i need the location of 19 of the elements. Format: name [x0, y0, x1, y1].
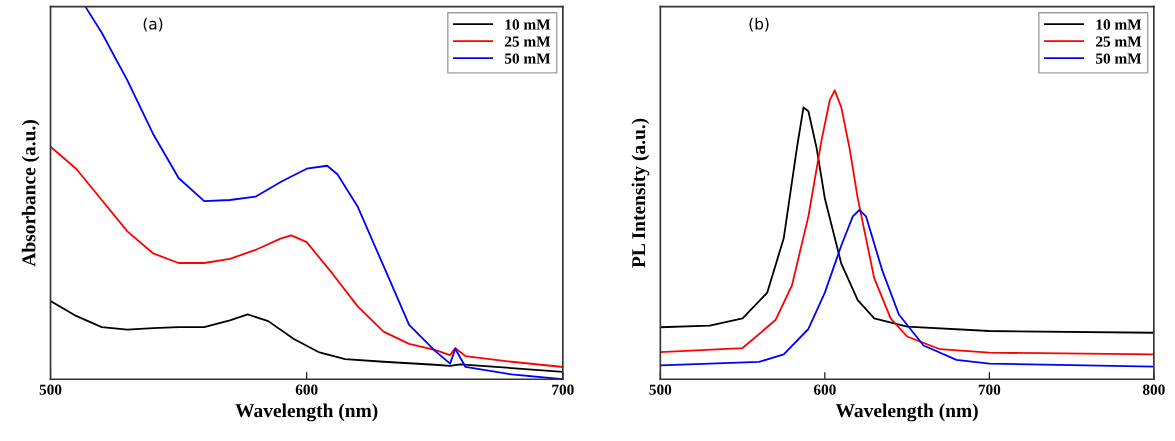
x-tick-label: 600	[295, 384, 318, 395]
y-axis-title: PL Intensity (a.u.)	[631, 118, 650, 268]
y-axis-title: Absorbance (a.u.)	[21, 120, 40, 267]
x-tick-label: 600	[813, 384, 836, 395]
x-axis-title: Wavelength (nm)	[235, 403, 378, 422]
x-axis-title: Wavelength (nm)	[835, 403, 978, 422]
x-tick-label: 700	[552, 384, 574, 395]
legend-label: 10 mM	[1096, 19, 1142, 30]
legend-label: 25 mM	[505, 36, 551, 47]
legend-label: 10 mM	[505, 19, 551, 30]
legend-label: 50 mM	[504, 53, 551, 64]
annotation: (a)	[143, 17, 163, 32]
x-tick-label: 700	[978, 384, 1001, 395]
x-tick-label: 800	[1142, 384, 1165, 395]
text: (b)	[749, 17, 769, 32]
x-tick-label: 500	[649, 384, 672, 395]
legend-label: 25 mM	[1096, 36, 1142, 47]
legend-label: 50 mM	[1095, 53, 1142, 64]
x-tick-label: 500	[39, 384, 62, 395]
